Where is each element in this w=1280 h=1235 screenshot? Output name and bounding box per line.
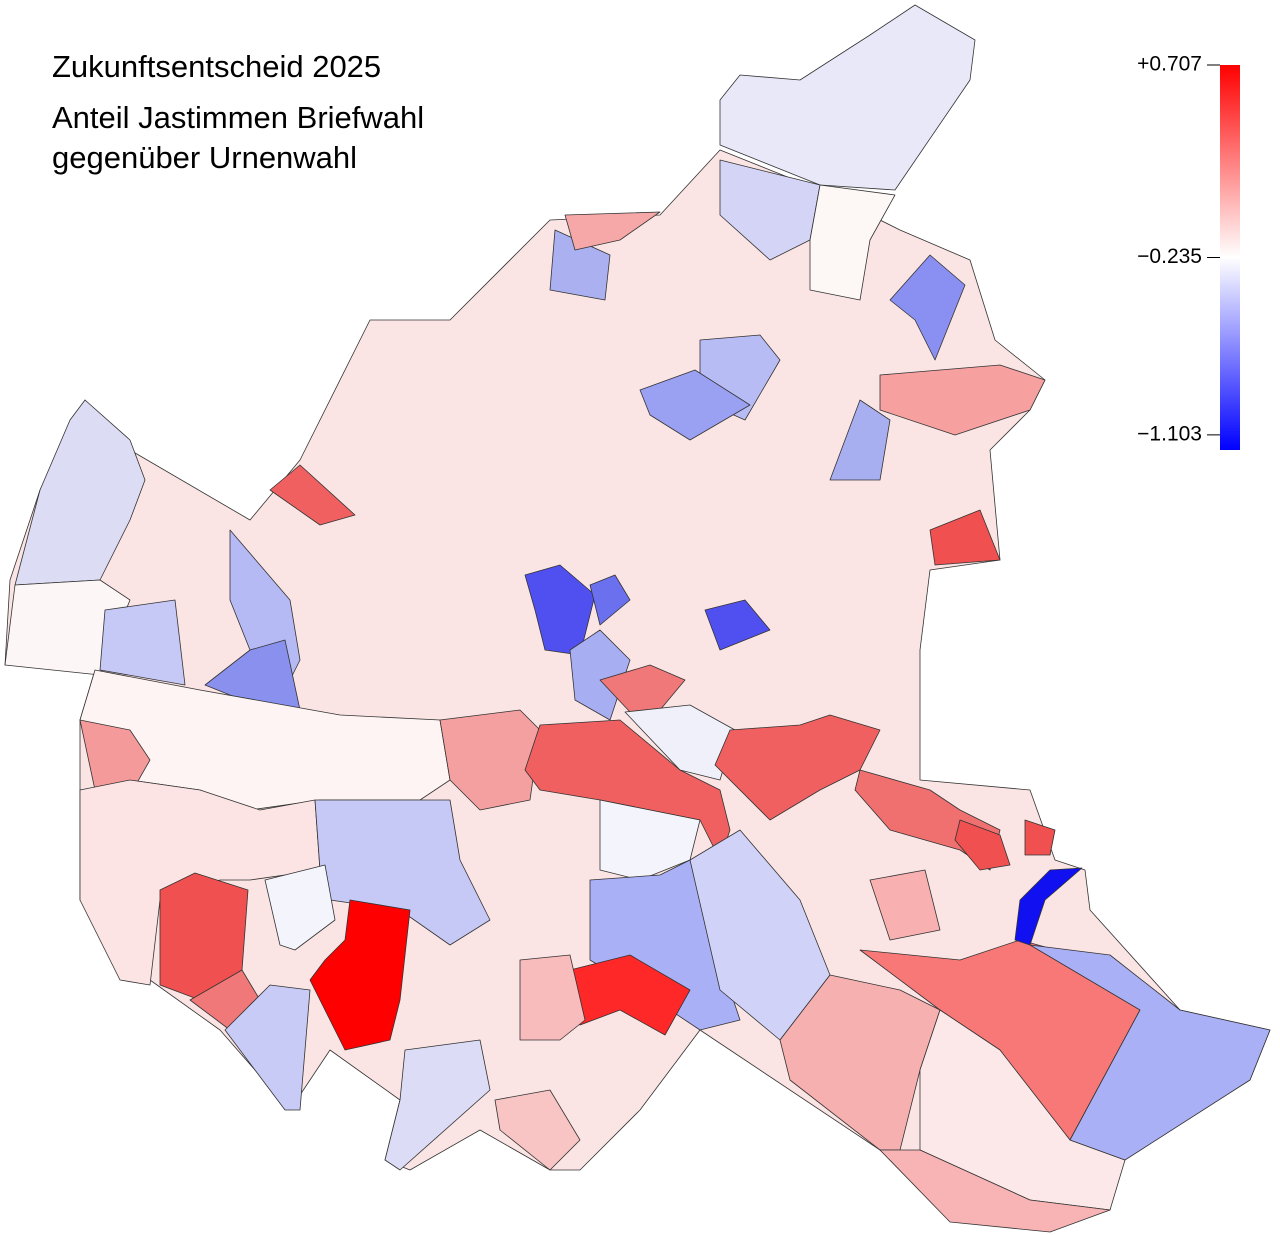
district <box>519 954 586 1041</box>
district <box>309 899 411 1051</box>
district <box>589 574 631 626</box>
district <box>599 799 701 881</box>
district <box>879 364 1046 436</box>
district <box>384 1039 491 1171</box>
district <box>569 954 691 1036</box>
tick-label: −0.235 <box>1137 245 1202 268</box>
district <box>829 399 891 481</box>
map-subtitle: gegenüber Urnenwahl <box>52 140 357 175</box>
district <box>879 1149 1111 1233</box>
map-title: Zukunftsentscheid 2025 <box>52 49 381 84</box>
district <box>929 509 1001 566</box>
district <box>704 599 771 651</box>
district <box>1014 867 1083 946</box>
district <box>79 719 151 796</box>
district <box>889 254 966 361</box>
tick-label: +0.707 <box>1137 53 1202 76</box>
district <box>224 984 311 1111</box>
tick-label: −1.103 <box>1137 422 1202 445</box>
color-bar <box>1220 65 1240 450</box>
district <box>439 709 541 811</box>
district <box>599 664 686 713</box>
district <box>869 869 941 941</box>
district <box>719 159 821 261</box>
district <box>954 819 1011 871</box>
district <box>564 211 661 251</box>
district <box>494 1089 581 1171</box>
color-legend: +0.707 −0.235 −1.103 <box>1137 53 1240 450</box>
district <box>1024 819 1056 856</box>
district <box>719 4 976 191</box>
district <box>264 864 336 951</box>
district <box>1029 944 1271 1161</box>
district-map <box>4 4 1271 1233</box>
district <box>639 369 751 441</box>
district <box>269 464 356 526</box>
district <box>809 184 896 301</box>
map-subtitle: Anteil Jastimmen Briefwahl <box>52 100 424 135</box>
district <box>99 599 186 686</box>
